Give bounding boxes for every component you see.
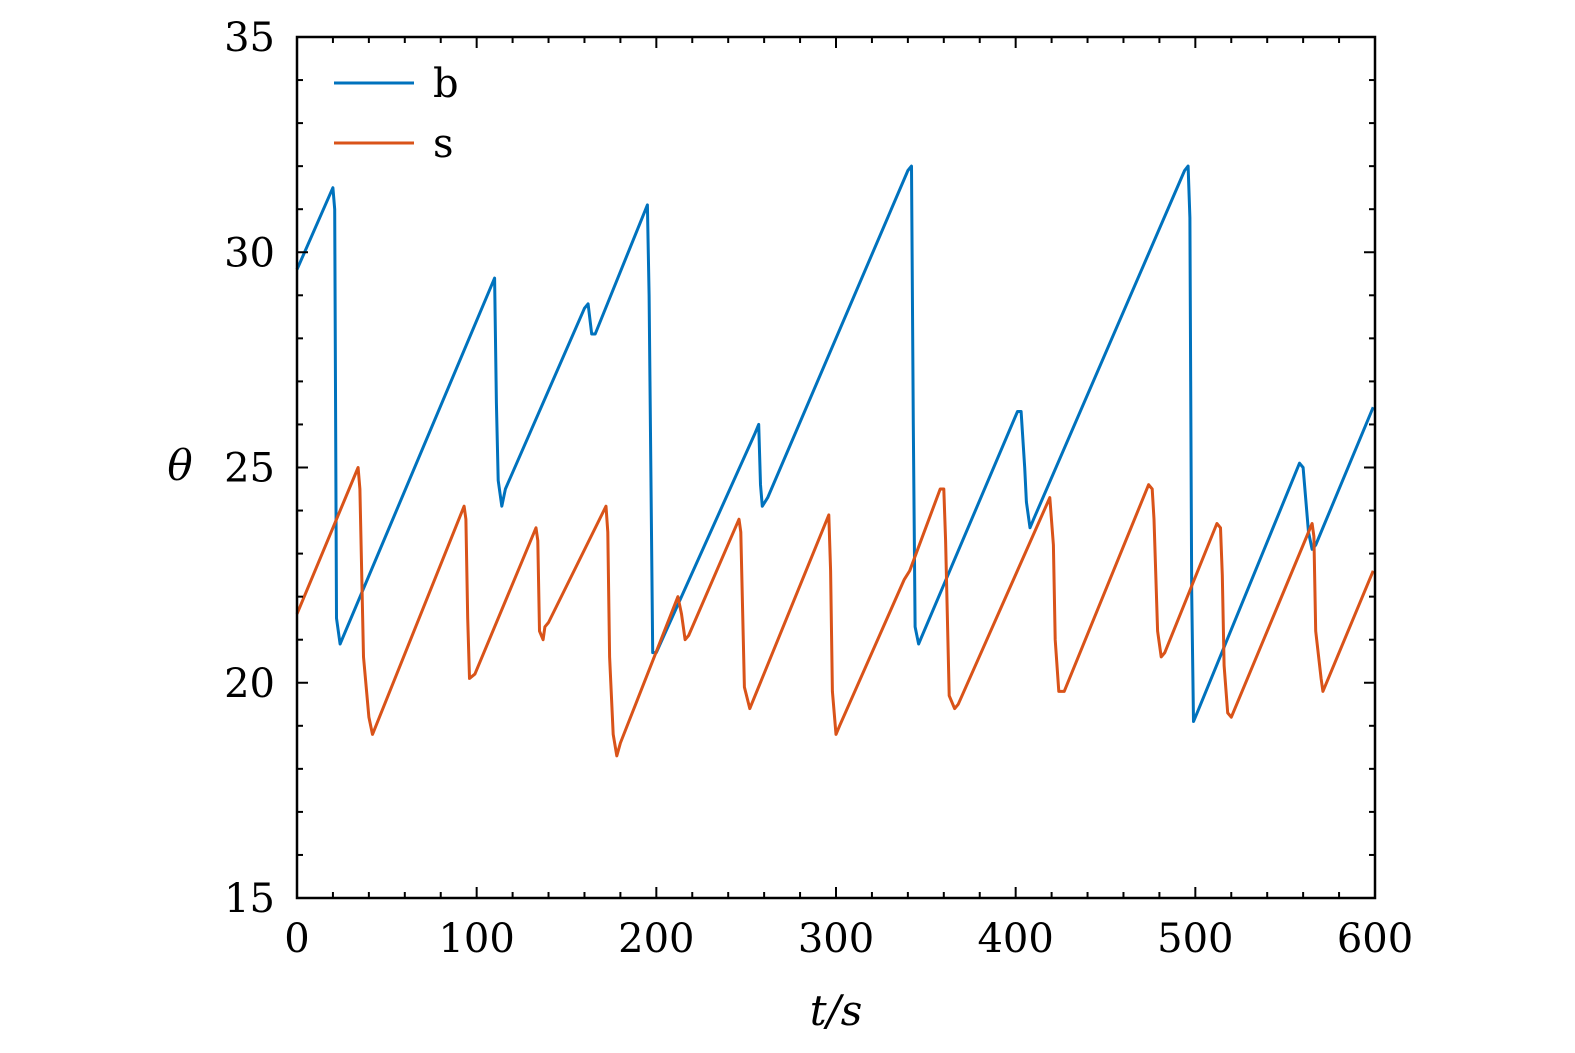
y-tick-label: 25 [224,446,275,492]
series-line-s [295,466,1375,758]
y-tick-label: 35 [224,15,275,61]
tick-labels: 0 100 200 300 400 500 600 15 20 25 30 35 [224,15,1413,962]
x-tick-label: 300 [798,916,874,962]
y-tick-label: 20 [224,661,275,707]
series-line-b [295,164,1375,723]
legend-label-s: s [433,121,454,167]
legend-label-b: b [433,61,459,107]
y-tick-label: 30 [224,230,275,276]
x-tick-label: 600 [1337,916,1413,962]
x-tick-label: 500 [1157,916,1233,962]
y-axis-label: θ [167,441,192,490]
ticks [296,36,1376,899]
x-tick-label: 100 [438,916,514,962]
legend: bs [334,61,459,167]
x-axis-label: t/s [810,986,863,1035]
plot-frame [295,35,1377,900]
x-tick-label: 400 [977,916,1053,962]
x-tick-label: 0 [284,916,309,962]
y-tick-label: 15 [224,876,275,922]
plot-lines [295,164,1375,758]
x-tick-label: 200 [618,916,694,962]
